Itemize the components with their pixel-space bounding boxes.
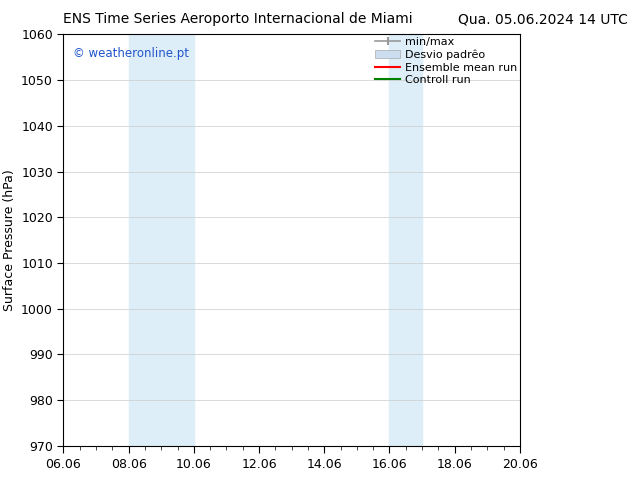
Bar — [389, 34, 422, 446]
Text: ENS Time Series Aeroporto Internacional de Miami: ENS Time Series Aeroporto Internacional … — [63, 12, 413, 26]
Bar — [129, 34, 194, 446]
Text: © weatheronline.pt: © weatheronline.pt — [72, 47, 188, 60]
Y-axis label: Surface Pressure (hPa): Surface Pressure (hPa) — [3, 169, 16, 311]
Legend: min/max, Desvio padrêo, Ensemble mean run, Controll run: min/max, Desvio padrêo, Ensemble mean ru… — [373, 34, 520, 88]
Text: Qua. 05.06.2024 14 UTC: Qua. 05.06.2024 14 UTC — [458, 12, 628, 26]
